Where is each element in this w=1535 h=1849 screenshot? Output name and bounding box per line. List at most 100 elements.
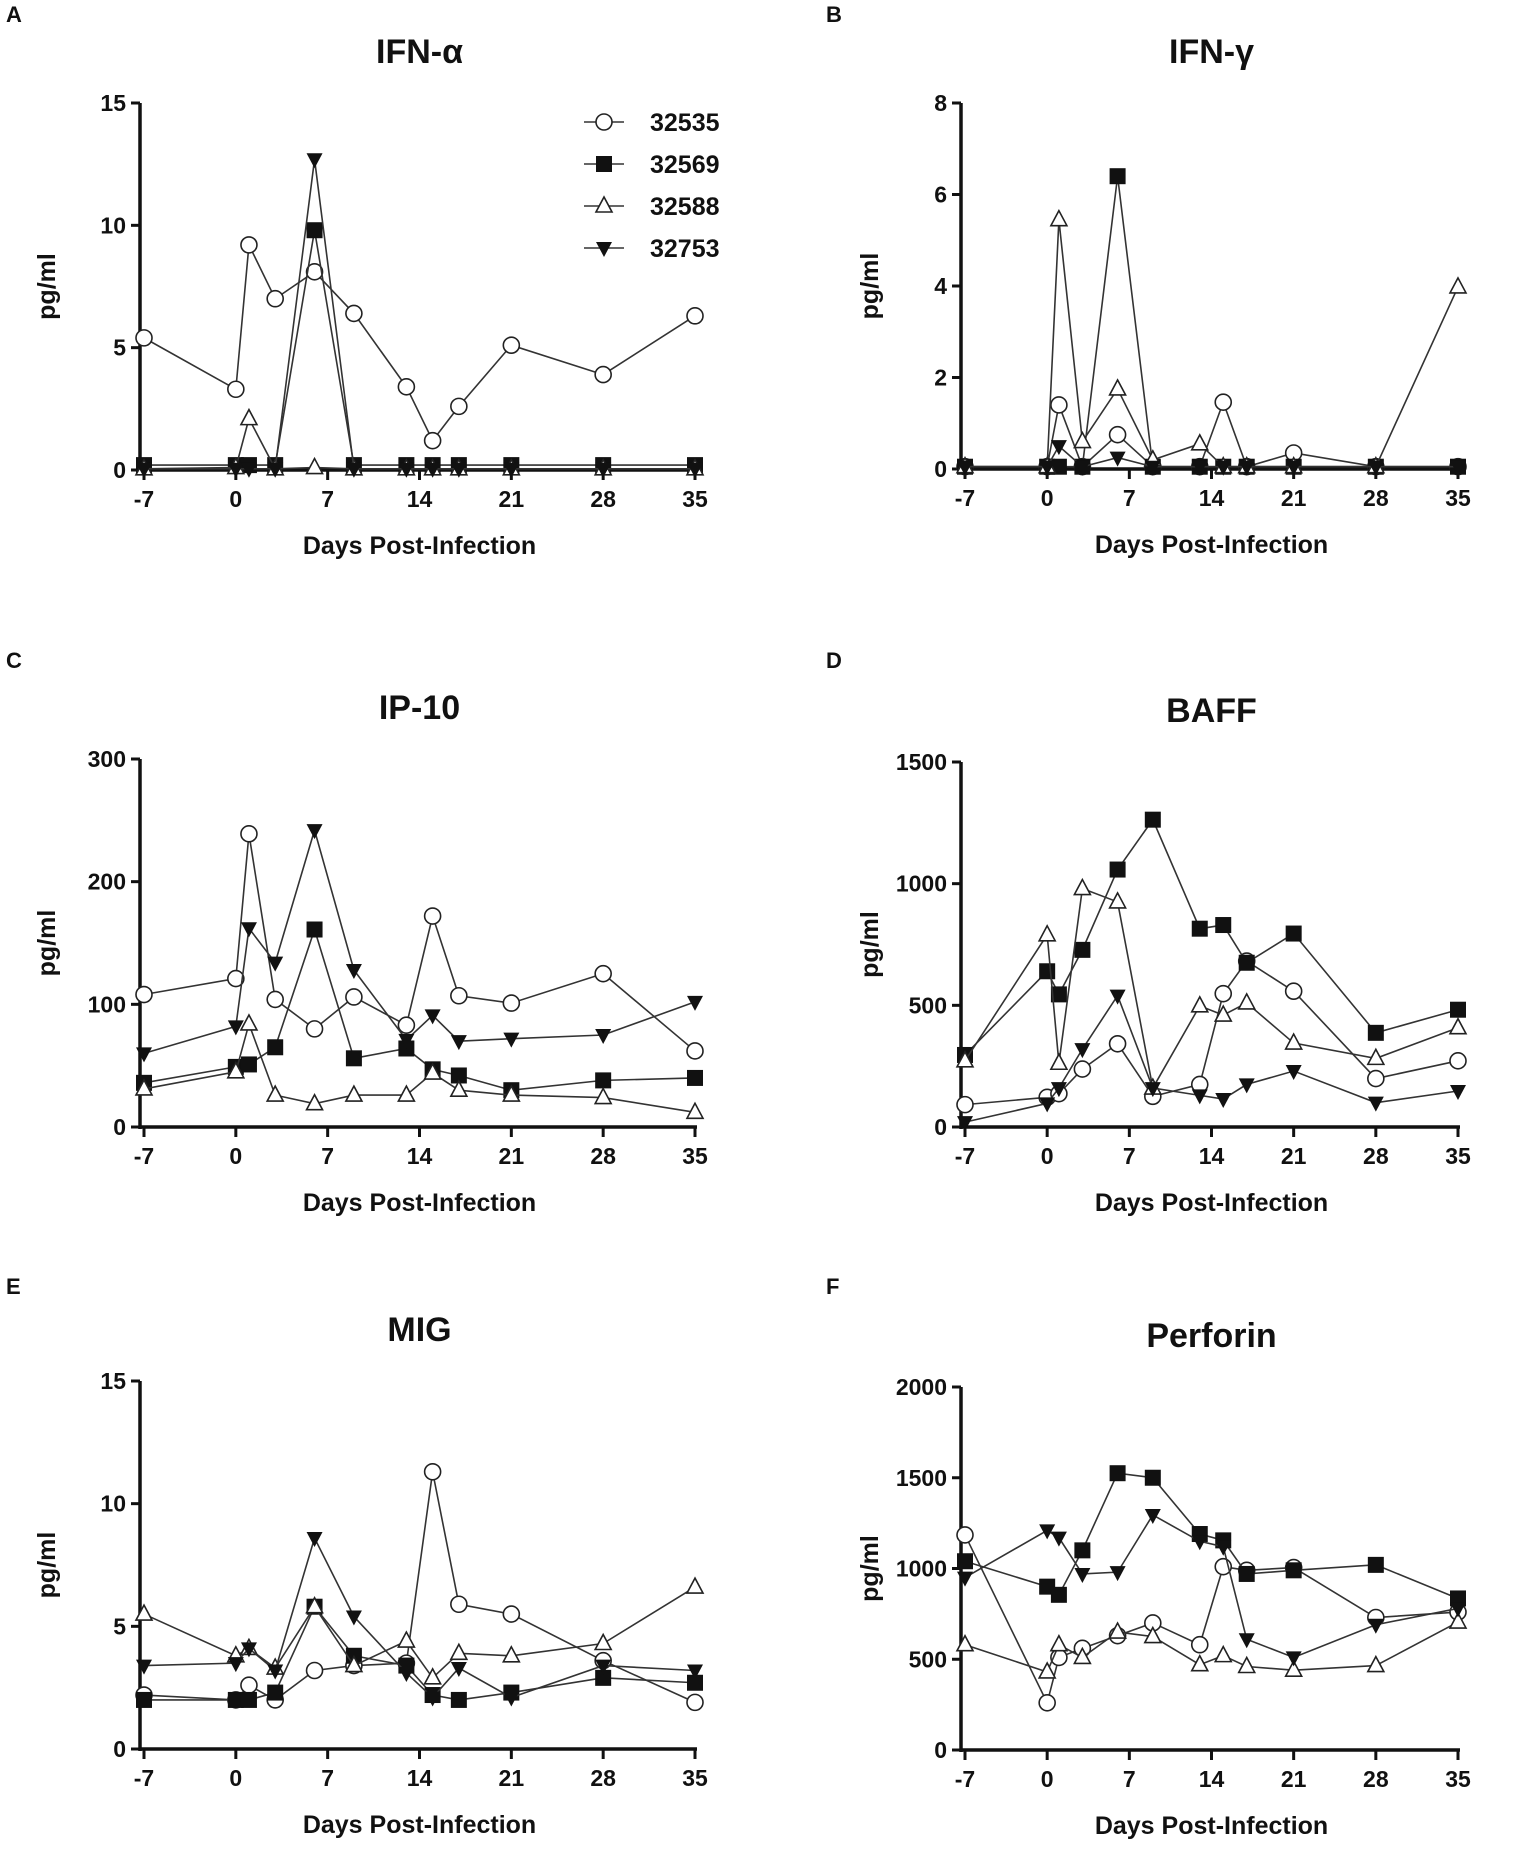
data-point xyxy=(450,1595,468,1614)
y-tick-label: 0 xyxy=(934,1737,947,1763)
data-point xyxy=(1367,1024,1384,1041)
data-point xyxy=(1284,1032,1303,1050)
data-point xyxy=(1073,430,1092,449)
panel-f: F Perforin 0 500 1000 1500 2000 -7 0 7 14 21 28 35 Day… xyxy=(826,1274,1471,1840)
data-point xyxy=(423,1462,442,1481)
data-point xyxy=(1037,1661,1057,1679)
x-tick-label: 21 xyxy=(499,486,525,512)
data-point xyxy=(1214,393,1233,412)
data-point xyxy=(1367,1096,1384,1112)
x-tick-label: 21 xyxy=(1281,1143,1307,1169)
y-axis-label: pg/ml xyxy=(33,910,61,977)
data-point xyxy=(398,1666,415,1682)
data-point xyxy=(345,1610,362,1626)
data-point xyxy=(502,1084,521,1102)
series-32535 xyxy=(956,952,1467,1114)
x-tick-label: 0 xyxy=(229,486,242,512)
data-point xyxy=(1074,1542,1091,1559)
data-point xyxy=(397,378,416,396)
legend-marker-open-triangle-up xyxy=(594,195,614,213)
data-point xyxy=(398,1033,415,1049)
series-line xyxy=(965,219,1459,468)
data-point xyxy=(1144,1082,1161,1098)
data-point xyxy=(1215,917,1232,934)
data-point xyxy=(595,1029,612,1044)
x-tick-label: 14 xyxy=(407,486,433,512)
data-point xyxy=(955,1634,975,1652)
data-point xyxy=(1108,1621,1127,1639)
data-point xyxy=(1284,982,1303,1001)
y-axis-label: pg/ml xyxy=(856,911,884,978)
data-point xyxy=(227,1020,244,1036)
series-line xyxy=(964,1513,1459,1659)
x-tick-label: 28 xyxy=(1363,1766,1389,1792)
data-point xyxy=(685,1576,705,1594)
x-axis-label: Days Post-Infection xyxy=(1095,1189,1328,1217)
data-point xyxy=(1073,1646,1092,1665)
y-axis-label: pg/ml xyxy=(33,1532,61,1599)
y-axis-label: pg/ml xyxy=(856,253,884,320)
data-point xyxy=(1238,1078,1255,1094)
data-point xyxy=(1213,1004,1233,1022)
data-point xyxy=(344,1084,364,1102)
data-point xyxy=(239,1013,259,1031)
data-point xyxy=(136,1659,152,1675)
legend-label: 32569 xyxy=(650,151,720,179)
data-point xyxy=(1449,1052,1467,1070)
data-point xyxy=(502,1605,521,1623)
data-point xyxy=(450,397,468,416)
data-point xyxy=(345,963,362,979)
data-point xyxy=(306,1532,323,1548)
data-point xyxy=(686,1693,704,1712)
data-point xyxy=(1109,861,1126,878)
data-point xyxy=(1366,1047,1386,1066)
y-tick-label: 15 xyxy=(100,1368,126,1394)
y-tick-label: 0 xyxy=(113,1114,126,1140)
data-point xyxy=(397,1630,416,1648)
data-point xyxy=(1238,954,1255,971)
series-line xyxy=(964,887,1459,1091)
data-point xyxy=(686,307,704,325)
legend-label: 32588 xyxy=(650,193,720,221)
data-point xyxy=(1191,1089,1208,1105)
x-tick-label: 28 xyxy=(590,486,616,512)
data-point xyxy=(1284,1659,1303,1677)
data-point xyxy=(305,1661,324,1680)
x-tick-label: 21 xyxy=(1281,1766,1307,1792)
data-point xyxy=(1448,1611,1468,1629)
data-point xyxy=(595,1072,612,1089)
data-point xyxy=(1073,877,1092,896)
series-32569 xyxy=(957,168,1466,475)
data-point xyxy=(1215,1093,1232,1109)
data-point xyxy=(1074,460,1091,476)
legend-label: 32535 xyxy=(650,109,720,137)
x-tick-label: 28 xyxy=(1363,485,1389,511)
data-point xyxy=(1050,1531,1067,1547)
data-point xyxy=(687,1674,703,1691)
data-point xyxy=(502,1645,521,1663)
data-point xyxy=(1109,989,1126,1005)
data-point xyxy=(305,456,324,475)
data-point xyxy=(135,985,153,1004)
data-point xyxy=(1191,460,1208,476)
data-point xyxy=(265,1084,285,1102)
y-tick-label: 5 xyxy=(113,335,126,361)
data-point xyxy=(1109,168,1126,185)
data-point xyxy=(305,263,324,281)
data-point xyxy=(1190,995,1210,1013)
panel-letter: E xyxy=(6,1274,21,1299)
y-tick-label: 500 xyxy=(909,1646,947,1672)
x-tick-label: 28 xyxy=(590,1765,616,1791)
data-point xyxy=(1074,1043,1091,1059)
data-point xyxy=(136,462,152,478)
series-32753 xyxy=(957,1508,1466,1667)
data-point xyxy=(1039,963,1056,980)
data-point xyxy=(135,329,153,347)
data-point xyxy=(306,222,323,239)
data-point xyxy=(450,462,467,478)
data-point xyxy=(305,1020,324,1038)
y-tick-label: 4 xyxy=(934,273,947,299)
x-tick-label: 7 xyxy=(321,1765,334,1791)
data-point xyxy=(134,1078,154,1096)
y-tick-label: 10 xyxy=(100,1491,126,1517)
